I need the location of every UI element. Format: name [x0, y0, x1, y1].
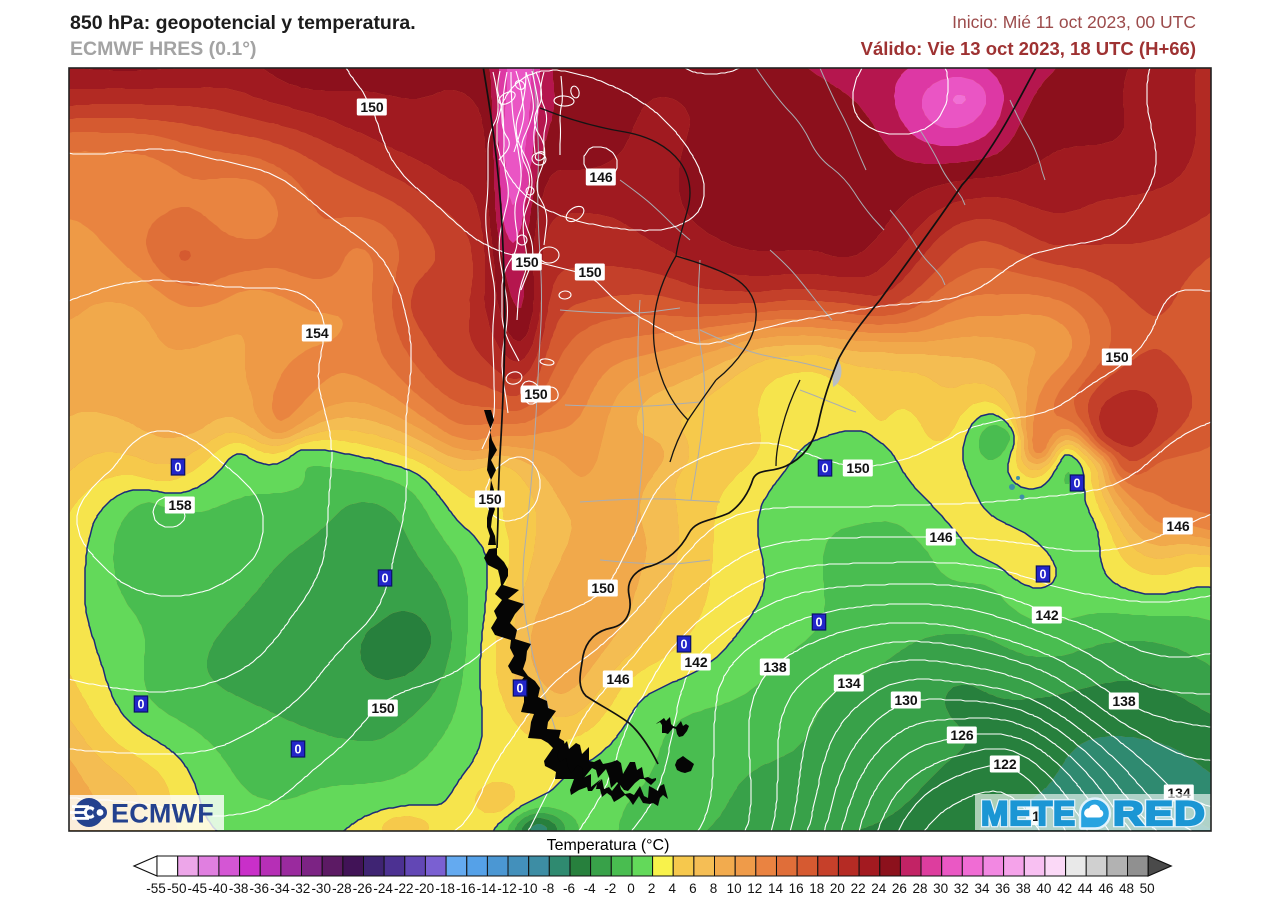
svg-text:METE: METE — [981, 795, 1076, 833]
svg-text:26: 26 — [892, 881, 907, 896]
svg-text:-24: -24 — [373, 881, 393, 896]
svg-text:130: 130 — [894, 692, 918, 708]
svg-text:50: 50 — [1140, 881, 1155, 896]
svg-text:150: 150 — [371, 700, 395, 716]
svg-text:10: 10 — [727, 881, 742, 896]
svg-text:-45: -45 — [188, 881, 208, 896]
svg-text:38: 38 — [1016, 881, 1031, 896]
svg-text:-20: -20 — [415, 881, 435, 896]
svg-text:42: 42 — [1057, 881, 1072, 896]
svg-text:122: 122 — [993, 756, 1017, 772]
svg-text:850 hPa: geopotencial y temper: 850 hPa: geopotencial y temperatura. — [70, 12, 416, 34]
svg-text:150: 150 — [591, 580, 615, 596]
svg-text:146: 146 — [606, 671, 630, 687]
svg-text:0: 0 — [1040, 568, 1047, 582]
svg-text:24: 24 — [871, 881, 887, 896]
svg-text:-2: -2 — [604, 881, 616, 896]
svg-text:0: 0 — [175, 461, 182, 475]
svg-text:-18: -18 — [435, 881, 455, 896]
svg-text:-50: -50 — [167, 881, 187, 896]
svg-text:146: 146 — [929, 529, 953, 545]
svg-text:-36: -36 — [249, 881, 269, 896]
svg-text:-12: -12 — [497, 881, 517, 896]
svg-text:146: 146 — [1166, 518, 1190, 534]
svg-text:138: 138 — [763, 659, 787, 675]
svg-text:0: 0 — [627, 881, 635, 896]
svg-text:150: 150 — [1105, 349, 1129, 365]
svg-text:150: 150 — [478, 491, 502, 507]
svg-text:34: 34 — [974, 881, 990, 896]
svg-text:RED: RED — [1113, 795, 1206, 833]
svg-text:ECMWF: ECMWF — [111, 799, 214, 829]
svg-text:0: 0 — [138, 698, 145, 712]
svg-text:30: 30 — [933, 881, 948, 896]
svg-text:Válido: Vie 13 oct 2023, 18 UT: Válido: Vie 13 oct 2023, 18 UTC (H+66) — [861, 38, 1196, 59]
svg-text:138: 138 — [1112, 693, 1136, 709]
svg-text:1: 1 — [1032, 808, 1040, 824]
svg-text:0: 0 — [295, 743, 302, 757]
svg-text:20: 20 — [830, 881, 845, 896]
svg-text:-10: -10 — [518, 881, 538, 896]
svg-text:146: 146 — [589, 169, 613, 185]
svg-text:142: 142 — [1035, 607, 1059, 623]
svg-text:-55: -55 — [146, 881, 166, 896]
svg-text:134: 134 — [837, 675, 861, 691]
svg-text:0: 0 — [681, 638, 688, 652]
svg-text:154: 154 — [305, 325, 329, 341]
svg-text:0: 0 — [822, 462, 829, 476]
svg-text:-14: -14 — [477, 881, 497, 896]
svg-text:-30: -30 — [311, 881, 331, 896]
svg-text:-22: -22 — [394, 881, 414, 896]
svg-text:150: 150 — [515, 254, 539, 270]
svg-text:RED: RED — [1113, 795, 1206, 833]
svg-text:28: 28 — [912, 881, 927, 896]
svg-text:150: 150 — [524, 386, 548, 402]
svg-text:126: 126 — [950, 727, 974, 743]
svg-text:0: 0 — [1074, 477, 1081, 491]
svg-text:36: 36 — [995, 881, 1010, 896]
svg-text:-8: -8 — [542, 881, 554, 896]
svg-text:0: 0 — [382, 572, 389, 586]
svg-text:44: 44 — [1078, 881, 1094, 896]
svg-text:12: 12 — [747, 881, 762, 896]
svg-text:-28: -28 — [332, 881, 352, 896]
svg-text:14: 14 — [768, 881, 784, 896]
svg-text:32: 32 — [954, 881, 969, 896]
svg-text:22: 22 — [851, 881, 866, 896]
svg-text:150: 150 — [360, 99, 384, 115]
svg-text:46: 46 — [1098, 881, 1113, 896]
svg-text:150: 150 — [846, 460, 870, 476]
svg-text:-38: -38 — [229, 881, 249, 896]
svg-text:-6: -6 — [563, 881, 575, 896]
svg-text:16: 16 — [789, 881, 804, 896]
svg-text:-16: -16 — [456, 881, 476, 896]
svg-text:0: 0 — [816, 616, 823, 630]
svg-text:18: 18 — [809, 881, 824, 896]
svg-text:2: 2 — [648, 881, 656, 896]
svg-text:-26: -26 — [353, 881, 373, 896]
svg-text:-34: -34 — [270, 881, 290, 896]
svg-text:48: 48 — [1119, 881, 1134, 896]
svg-text:-40: -40 — [208, 881, 228, 896]
svg-text:Temperatura (°C): Temperatura (°C) — [547, 837, 670, 854]
svg-text:142: 142 — [684, 654, 708, 670]
svg-text:8: 8 — [710, 881, 718, 896]
svg-text:0: 0 — [517, 682, 524, 696]
svg-text:-4: -4 — [584, 881, 596, 896]
svg-text:158: 158 — [168, 497, 192, 513]
svg-text:Inicio: Mié 11 oct 2023, 00 UT: Inicio: Mié 11 oct 2023, 00 UTC — [952, 12, 1196, 32]
svg-text:ECMWF HRES (0.1°): ECMWF HRES (0.1°) — [70, 38, 257, 60]
svg-text:40: 40 — [1036, 881, 1051, 896]
svg-text:150: 150 — [578, 264, 602, 280]
svg-text:6: 6 — [689, 881, 697, 896]
svg-text:4: 4 — [668, 881, 676, 896]
svg-text:METE: METE — [981, 795, 1076, 833]
svg-text:-32: -32 — [291, 881, 311, 896]
